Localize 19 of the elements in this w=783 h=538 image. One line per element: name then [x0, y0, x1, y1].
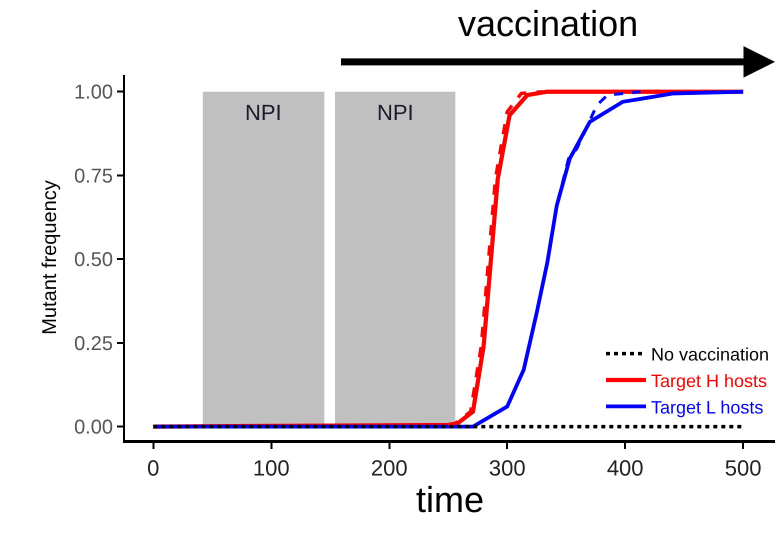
y-tick-label: 0.75: [74, 165, 113, 188]
x-tick-label: 500: [724, 455, 762, 480]
band-label: NPI: [377, 100, 414, 125]
x-tick-label: 400: [606, 455, 644, 480]
band-label: NPI: [245, 100, 282, 125]
y-tick-label: 0.00: [74, 416, 113, 439]
y-tick-label: 0.25: [74, 332, 113, 355]
legend-label: Target L hosts: [651, 397, 764, 418]
text: vaccination: [458, 3, 638, 44]
legend-label: No vaccination: [651, 344, 770, 365]
x-tick-label: 200: [370, 455, 408, 480]
x-tick-label: 100: [252, 455, 290, 480]
x-axis-title: time: [416, 479, 484, 520]
x-tick-label: 0: [147, 455, 160, 480]
y-axis-title: Mutant frequency: [39, 180, 62, 335]
y-tick-label: 1.00: [74, 82, 113, 104]
legend-label: Target H hosts: [651, 371, 768, 392]
x-tick-label: 300: [488, 455, 526, 480]
y-tick-label: 0.50: [74, 249, 113, 272]
